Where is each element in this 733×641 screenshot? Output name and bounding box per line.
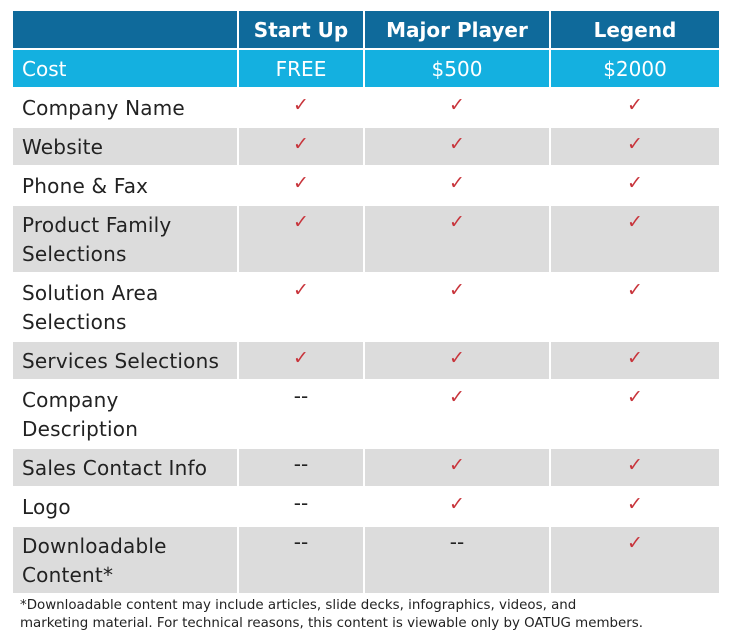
pricing-table-container: Start Up Major Player Legend Cost FREE $… xyxy=(13,11,719,595)
cell-legend: ✓ xyxy=(551,167,719,206)
table-row: Company Name ✓ ✓ ✓ xyxy=(13,89,719,128)
feature-label: Website xyxy=(13,128,239,167)
feature-label: Solution Area Selections xyxy=(13,274,239,342)
cell-start-up: -- xyxy=(239,381,365,449)
check-icon: ✓ xyxy=(627,94,643,116)
cell-start-up: -- xyxy=(239,488,365,527)
feature-label: Logo xyxy=(13,488,239,527)
check-icon: ✓ xyxy=(627,532,643,554)
check-icon: ✓ xyxy=(449,493,465,515)
tier-start-up: Start Up xyxy=(239,11,365,50)
table-row: Downloadable Content* -- -- ✓ xyxy=(13,527,719,595)
cell-major-player: ✓ xyxy=(365,128,551,167)
check-icon: ✓ xyxy=(449,454,465,476)
check-icon: ✓ xyxy=(627,386,643,408)
cell-major-player: ✓ xyxy=(365,449,551,488)
check-icon: ✓ xyxy=(293,347,309,369)
cost-legend: $2000 xyxy=(551,50,719,89)
cell-major-player: ✓ xyxy=(365,167,551,206)
cell-major-player: ✓ xyxy=(365,206,551,274)
footnote-line-1: *Downloadable content may include articl… xyxy=(20,598,577,613)
check-icon: ✓ xyxy=(449,279,465,301)
cell-legend: ✓ xyxy=(551,274,719,342)
not-included-dash: -- xyxy=(293,530,309,554)
cell-start-up: -- xyxy=(239,527,365,595)
cell-start-up: ✓ xyxy=(239,342,365,381)
check-icon: ✓ xyxy=(627,279,643,301)
cell-start-up: ✓ xyxy=(239,167,365,206)
footnote: *Downloadable content may include articl… xyxy=(20,597,720,633)
cell-major-player: ✓ xyxy=(365,488,551,527)
table-row: Sales Contact Info -- ✓ ✓ xyxy=(13,449,719,488)
header-blank-cell xyxy=(13,11,239,50)
cell-major-player: ✓ xyxy=(365,342,551,381)
feature-label: Company Description xyxy=(13,381,239,449)
feature-label: Company Name xyxy=(13,89,239,128)
cell-legend: ✓ xyxy=(551,527,719,595)
cell-legend: ✓ xyxy=(551,206,719,274)
cost-row: Cost FREE $500 $2000 xyxy=(13,50,719,89)
cell-major-player: ✓ xyxy=(365,274,551,342)
cell-legend: ✓ xyxy=(551,342,719,381)
footnote-line-2: marketing material. For technical reason… xyxy=(20,616,643,631)
check-icon: ✓ xyxy=(449,133,465,155)
cell-start-up: ✓ xyxy=(239,274,365,342)
cell-start-up: ✓ xyxy=(239,128,365,167)
cell-start-up: -- xyxy=(239,449,365,488)
check-icon: ✓ xyxy=(293,172,309,194)
check-icon: ✓ xyxy=(449,211,465,233)
table-row: Logo -- ✓ ✓ xyxy=(13,488,719,527)
check-icon: ✓ xyxy=(293,94,309,116)
cell-legend: ✓ xyxy=(551,89,719,128)
table-row: Website ✓ ✓ ✓ xyxy=(13,128,719,167)
check-icon: ✓ xyxy=(627,133,643,155)
tier-legend: Legend xyxy=(551,11,719,50)
check-icon: ✓ xyxy=(627,211,643,233)
check-icon: ✓ xyxy=(627,493,643,515)
header-row: Start Up Major Player Legend xyxy=(13,11,719,50)
table-row: Services Selections ✓ ✓ ✓ xyxy=(13,342,719,381)
check-icon: ✓ xyxy=(449,94,465,116)
feature-label: Services Selections xyxy=(13,342,239,381)
not-included-dash: -- xyxy=(449,530,465,554)
cell-legend: ✓ xyxy=(551,449,719,488)
check-icon: ✓ xyxy=(449,347,465,369)
feature-label: Sales Contact Info xyxy=(13,449,239,488)
cost-major-player: $500 xyxy=(365,50,551,89)
feature-label: Product Family Selections xyxy=(13,206,239,274)
cell-start-up: ✓ xyxy=(239,89,365,128)
pricing-table: Start Up Major Player Legend Cost FREE $… xyxy=(13,11,719,595)
not-included-dash: -- xyxy=(293,491,309,515)
cell-legend: ✓ xyxy=(551,488,719,527)
feature-label: Downloadable Content* xyxy=(13,527,239,595)
table-row: Phone & Fax ✓ ✓ ✓ xyxy=(13,167,719,206)
table-row: Product Family Selections ✓ ✓ ✓ xyxy=(13,206,719,274)
cost-label: Cost xyxy=(13,50,239,89)
cell-major-player: -- xyxy=(365,527,551,595)
check-icon: ✓ xyxy=(449,386,465,408)
cell-legend: ✓ xyxy=(551,381,719,449)
check-icon: ✓ xyxy=(293,279,309,301)
table-row: Solution Area Selections ✓ ✓ ✓ xyxy=(13,274,719,342)
cost-start-up: FREE xyxy=(239,50,365,89)
feature-label: Phone & Fax xyxy=(13,167,239,206)
not-included-dash: -- xyxy=(293,452,309,476)
cell-major-player: ✓ xyxy=(365,381,551,449)
cell-legend: ✓ xyxy=(551,128,719,167)
cell-major-player: ✓ xyxy=(365,89,551,128)
check-icon: ✓ xyxy=(627,347,643,369)
check-icon: ✓ xyxy=(293,133,309,155)
check-icon: ✓ xyxy=(449,172,465,194)
table-row: Company Description -- ✓ ✓ xyxy=(13,381,719,449)
check-icon: ✓ xyxy=(293,211,309,233)
tier-major-player: Major Player xyxy=(365,11,551,50)
cell-start-up: ✓ xyxy=(239,206,365,274)
check-icon: ✓ xyxy=(627,454,643,476)
not-included-dash: -- xyxy=(293,384,309,408)
check-icon: ✓ xyxy=(627,172,643,194)
